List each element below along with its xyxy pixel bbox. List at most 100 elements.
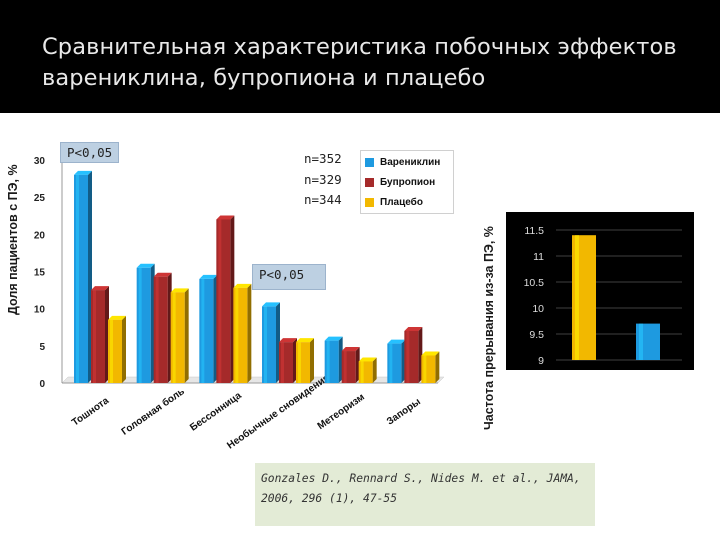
y-tick-label: 20 [34, 230, 46, 241]
bar-varenicline [199, 274, 218, 383]
bar-highlight [155, 276, 159, 383]
bar-highlight [281, 342, 284, 383]
x-category-label: Головная боль [119, 385, 187, 437]
slide-title: Сравнительная характеристика побочных эф… [42, 34, 677, 91]
bar-side-face [247, 283, 252, 383]
y-tick-label: 0 [39, 379, 45, 390]
citation-text: Gonzales D., Rennard S., Nides M. et al.… [261, 472, 581, 505]
right-panel-background [506, 212, 694, 370]
chart-legend: Варениклин Бупропион Плацебо [360, 150, 454, 214]
bar-highlight [389, 343, 393, 383]
bar-highlight [423, 355, 427, 383]
bar-placebo [421, 351, 440, 383]
x-category-label: Тошнота [70, 395, 111, 429]
legend-item-bupropion: Бупропион [365, 175, 435, 189]
bar-top-face [262, 302, 280, 307]
discontinuation-bar-chart: 9 9.5 10 10.5 11 11.5 [506, 212, 694, 370]
right-y-tick-label: 10.5 [524, 277, 545, 289]
bar-top-face [421, 351, 440, 356]
sample-size-bupropion: n=329 [304, 171, 342, 187]
bar-highlight [298, 342, 301, 383]
bar-highlight [326, 340, 330, 383]
bar-placebo [296, 338, 314, 383]
bar-varenicline [136, 263, 155, 383]
legend-item-varenicline: Варениклин [365, 155, 440, 169]
bar-highlight [76, 174, 79, 383]
bar-top-face [199, 274, 218, 279]
bar-top-face [153, 272, 172, 277]
x-category-label: Бессонница [188, 390, 244, 434]
bar-bupropion [404, 326, 423, 383]
sample-size-varenicline: n=352 [304, 151, 342, 166]
bar-highlight [110, 319, 113, 383]
bar-highlight [360, 361, 364, 383]
legend-item-placebo: Плацебо [365, 195, 423, 209]
x-category-label: Метеоризм [316, 392, 367, 432]
bar-top-face [91, 286, 109, 291]
bar-top-face [404, 326, 423, 331]
bar-side-face [122, 315, 126, 383]
right-y-tick-label: 11 [533, 251, 544, 263]
bar-top-face [324, 336, 343, 341]
citation-box: Gonzales D., Rennard S., Nides M. et al.… [255, 463, 595, 526]
bar-top-face [170, 288, 189, 293]
y-tick-label: 15 [34, 268, 46, 279]
bar-top-face [387, 339, 406, 344]
bar-bupropion [153, 272, 172, 383]
bar-top-face [279, 338, 297, 343]
bar-highlight [406, 330, 410, 383]
title-banner [0, 0, 720, 113]
bar-placebo [108, 315, 126, 383]
bar-side-face [372, 357, 377, 383]
bar-varenicline [74, 170, 92, 383]
bar-varenicline [324, 336, 343, 383]
bar-bupropion [91, 286, 109, 383]
legend-label-varenicline: Варениклин [380, 156, 441, 168]
y-tick-label: 5 [39, 342, 45, 353]
bar-top-face [233, 283, 252, 288]
bar-placebo [358, 357, 377, 383]
bar-top-face [108, 315, 126, 320]
y-tick-label: 30 [34, 156, 46, 167]
bar-side-face [310, 338, 314, 383]
bar-highlight [264, 306, 267, 383]
bar-placebo [233, 283, 252, 383]
bar-side-face [184, 288, 189, 383]
sample-size-placebo: n=344 [304, 192, 342, 207]
y-tick-label: 25 [34, 193, 46, 204]
right-bar-highlight [575, 235, 579, 360]
right-y-tick-label: 9 [538, 355, 544, 367]
bar-highlight [218, 219, 222, 383]
right-bar-varenicline [572, 235, 596, 360]
legend-swatch-bupropion [365, 177, 374, 187]
bar-highlight [201, 278, 205, 383]
y-tick-label: 10 [34, 305, 46, 316]
bar-highlight [343, 351, 347, 383]
sample-size-list: n=352 n=329 n=344 [304, 149, 342, 211]
legend-swatch-placebo [365, 197, 374, 207]
bar-top-face [358, 357, 377, 362]
right-y-tick-label: 10 [532, 303, 544, 315]
bar-highlight [172, 292, 176, 383]
right-y-tick-label: 11.5 [524, 225, 544, 237]
bar-highlight [138, 267, 142, 383]
legend-swatch-varenicline [365, 157, 374, 167]
bar-highlight [235, 287, 239, 383]
bar-placebo [170, 288, 189, 383]
bar-side-face [435, 351, 440, 383]
p-value-box-1: P<0,05 [60, 142, 120, 163]
bar-highlight [93, 290, 96, 383]
bar-bupropion [341, 347, 360, 383]
bar-top-face [341, 347, 360, 352]
bar-top-face [74, 170, 92, 175]
bar-varenicline [262, 302, 280, 383]
legend-label-bupropion: Бупропион [380, 176, 436, 188]
p-value-box-2: P<0,05 [252, 264, 326, 290]
bar-bupropion [279, 338, 297, 383]
bar-top-face [136, 263, 155, 268]
right-y-tick-label: 9.5 [529, 329, 544, 341]
right-bar-placebo [636, 323, 660, 360]
right-bar-highlight [639, 323, 643, 360]
bar-varenicline [387, 339, 406, 383]
